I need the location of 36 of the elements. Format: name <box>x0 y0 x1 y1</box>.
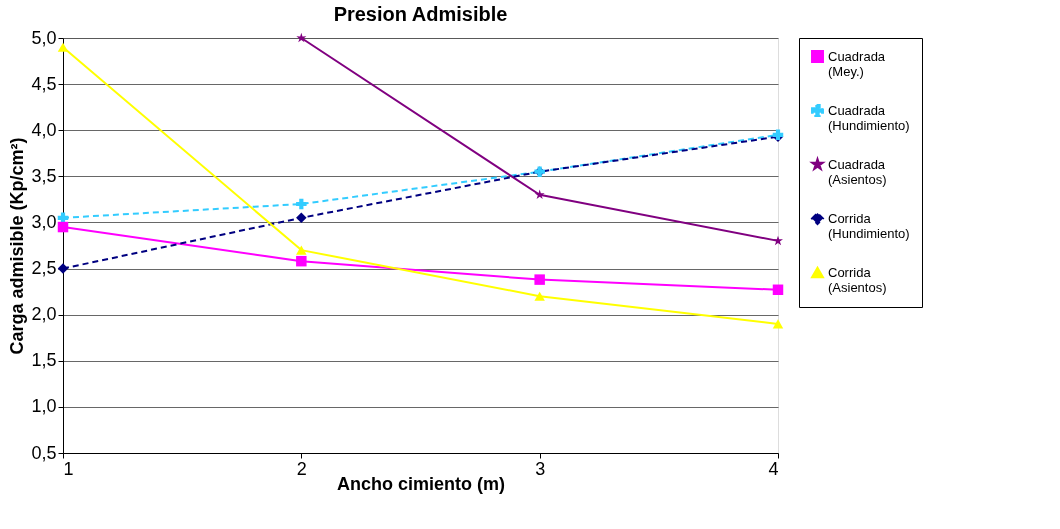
point <box>534 291 545 301</box>
x-axis-title: Ancho cimiento (m) <box>336 473 506 494</box>
point <box>57 42 69 52</box>
legend-label: Cuadrada (Mey.) <box>828 48 886 79</box>
x-tick-label: 3 <box>535 458 546 479</box>
y-axis-title: Carga admisible (Kp/cm²) <box>7 137 28 355</box>
point <box>57 221 69 233</box>
y-tick-label: 1,0 <box>31 396 57 417</box>
legend-label: Cuadrada (Asientos) <box>828 156 887 187</box>
point <box>772 284 784 296</box>
legend-label: Corrida (Hundimiento) <box>828 210 910 241</box>
point <box>296 198 307 210</box>
point <box>534 274 545 285</box>
x-tick-label: 4 <box>768 458 779 479</box>
point <box>772 319 784 329</box>
chart-title: Presion Admisible <box>333 3 508 25</box>
x-tick-label: 1 <box>63 458 74 479</box>
y-tick-label: 2,5 <box>31 258 57 279</box>
y-tick-label: 4,0 <box>31 119 57 140</box>
y-tick-label: 3,0 <box>31 211 57 232</box>
point <box>534 189 545 200</box>
x-tick-label: 2 <box>296 458 307 479</box>
y-tick-label: 2,0 <box>31 304 57 325</box>
y-tick-label: 0,5 <box>31 442 57 463</box>
y-tick-label: 1,5 <box>31 350 57 371</box>
legend-label: Cuadrada (Hundimiento) <box>828 102 910 133</box>
point <box>296 255 307 267</box>
y-tick-label: 3,5 <box>31 165 57 186</box>
point <box>773 235 783 246</box>
y-tick-label: 4,5 <box>31 73 57 94</box>
point <box>296 32 307 43</box>
point <box>57 263 69 274</box>
point <box>296 212 307 224</box>
legend-label: Corrida (Asientos) <box>828 264 887 295</box>
y-tick-label: 5,0 <box>31 27 57 48</box>
point <box>296 245 307 255</box>
